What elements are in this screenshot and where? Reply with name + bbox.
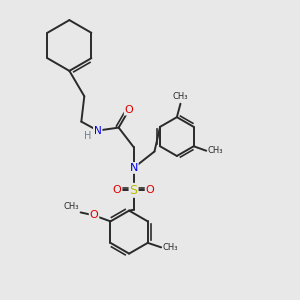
- Text: O: O: [146, 185, 154, 195]
- Text: CH₃: CH₃: [208, 146, 223, 155]
- Text: O: O: [125, 105, 134, 115]
- Text: H: H: [84, 131, 91, 141]
- Text: CH₃: CH₃: [64, 202, 79, 211]
- Text: O: O: [113, 185, 122, 195]
- Text: S: S: [130, 184, 138, 197]
- Text: O: O: [90, 210, 98, 220]
- Text: N: N: [129, 163, 138, 173]
- Text: CH₃: CH₃: [173, 92, 188, 101]
- Text: CH₃: CH₃: [163, 243, 178, 252]
- Text: N: N: [94, 126, 102, 136]
